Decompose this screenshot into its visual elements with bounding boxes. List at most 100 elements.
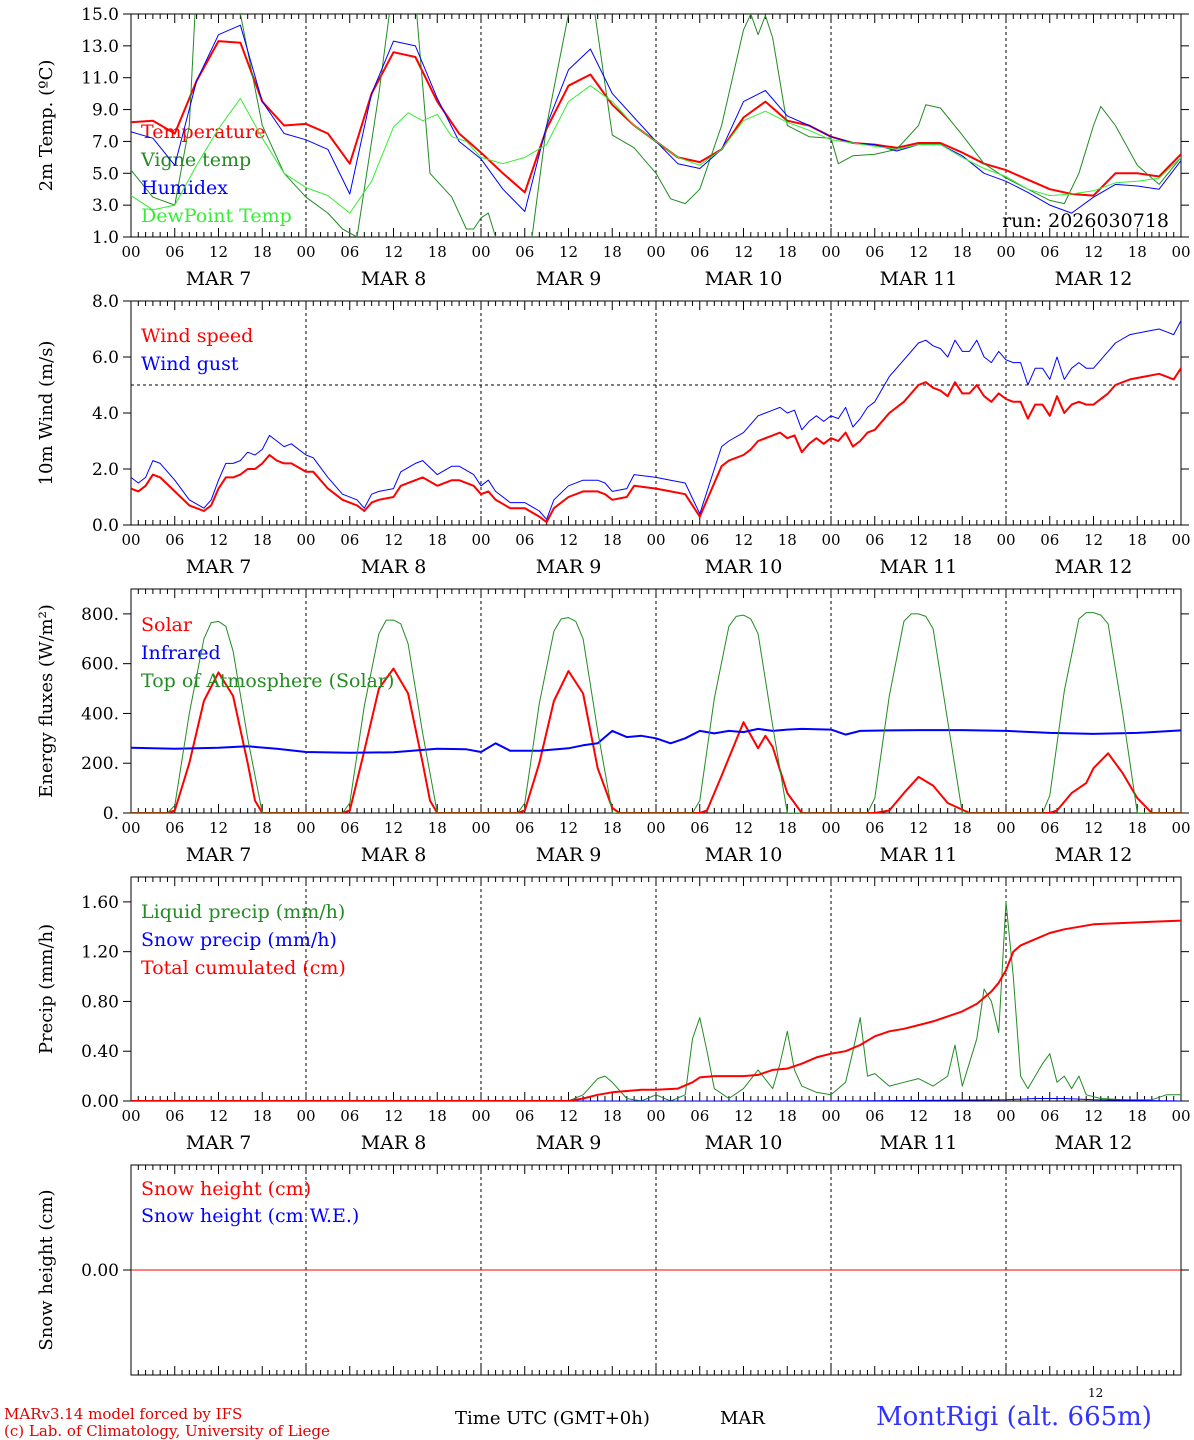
x-tick-label: 18 <box>1128 819 1147 837</box>
x-tick-label: 00 <box>821 531 840 549</box>
x-tick-label: 12 <box>559 531 578 549</box>
series-line <box>131 727 1181 754</box>
x-tick-label: 06 <box>865 531 884 549</box>
day-label: MAR 7 <box>186 556 252 578</box>
x-tick-label: 00 <box>1171 1107 1190 1125</box>
day-label: MAR 10 <box>705 556 783 578</box>
day-label: MAR 7 <box>186 844 252 866</box>
legend-entry: Snow height (cm) <box>141 1178 311 1200</box>
y-tick-label: 11.0 <box>81 69 119 89</box>
x-tick-label: 00 <box>296 243 315 261</box>
day-label: MAR 10 <box>705 268 783 290</box>
day-label: MAR 12 <box>1055 844 1133 866</box>
x-tick-label: 18 <box>953 531 972 549</box>
x-tick-label: 18 <box>253 819 272 837</box>
x-tick-label: 18 <box>428 531 447 549</box>
x-tick-label: 12 <box>384 243 403 261</box>
x-tick-label: 00 <box>996 1107 1015 1125</box>
y-axis-label: Precip (mm/h) <box>36 924 57 1054</box>
x-tick-label: 06 <box>515 1107 534 1125</box>
day-label: MAR 11 <box>880 268 958 290</box>
x-tick-label: 00 <box>296 1107 315 1125</box>
x-tick-label: 12 <box>209 243 228 261</box>
day-label: MAR 10 <box>705 1132 783 1154</box>
y-tick-label: 4.0 <box>92 404 119 424</box>
day-label: MAR 8 <box>361 268 427 290</box>
x-tick-label: 06 <box>865 243 884 261</box>
x-tick-label: 12 <box>209 819 228 837</box>
x-tick-label: 18 <box>428 1107 447 1125</box>
x-tick-label: 12 <box>1084 819 1103 837</box>
legend-entry: DewPoint Temp <box>141 205 292 227</box>
x-tick-label: 12 <box>909 1107 928 1125</box>
x-tick-label: 00 <box>1171 531 1190 549</box>
y-tick-label: 200. <box>81 754 119 774</box>
x-tick-label: 12 <box>384 531 403 549</box>
day-label: MAR 11 <box>880 844 958 866</box>
day-label: MAR 9 <box>536 556 602 578</box>
x-tick-label: 00 <box>1171 243 1190 261</box>
x-tick-label: 00 <box>121 243 140 261</box>
x-tick-label: 06 <box>1040 819 1059 837</box>
panel-4: 00 06 12 18 00 06 12 18 00 06 12 18 00 06 12 18 00 06 12 18… <box>36 876 1191 1154</box>
x-tick-label: 00 <box>296 819 315 837</box>
day-label: MAR 7 <box>186 268 252 290</box>
x-tick-label: 06 <box>340 531 359 549</box>
plot-frame <box>130 300 1182 526</box>
x-tick-label: 00 <box>821 243 840 261</box>
x-tick-label: 06 <box>340 243 359 261</box>
series-line <box>131 320 1181 520</box>
x-tick-label: 06 <box>865 1107 884 1125</box>
x-tick-label: 00 <box>1171 819 1190 837</box>
x-tick-label: 00 <box>646 1107 665 1125</box>
x-tick-label: 06 <box>1040 531 1059 549</box>
x-tick-label: 00 <box>821 1107 840 1125</box>
day-label: MAR 9 <box>536 844 602 866</box>
day-label: MAR 11 <box>880 1132 958 1154</box>
x-tick-label: 00 <box>821 819 840 837</box>
x-tick-label: 00 <box>646 243 665 261</box>
panel-5: 0.00 Snow height (cm) Snow height (cm) Snow… <box>36 1164 1189 1376</box>
day-label: MAR 12 <box>1055 1132 1133 1154</box>
x-tick-label: 00 <box>646 531 665 549</box>
y-axis-label: 10m Wind (m/s) <box>36 341 57 486</box>
legend-entry: Vigne temp <box>140 149 251 171</box>
x-tick-label: 18 <box>428 819 447 837</box>
x-tick-label: 18 <box>253 1107 272 1125</box>
x-tick-label: 18 <box>253 243 272 261</box>
x-tick-label: 18 <box>1128 531 1147 549</box>
x-tick-label: 00 <box>996 531 1015 549</box>
x-tick-label: 06 <box>340 1107 359 1125</box>
day-label: MAR 8 <box>361 844 427 866</box>
y-tick-label: 8.0 <box>92 292 119 312</box>
y-tick-label: 9.0 <box>92 101 119 121</box>
x-tick-label: 12 <box>909 531 928 549</box>
y-tick-label: 2.0 <box>92 460 119 480</box>
x-tick-label: 06 <box>865 819 884 837</box>
y-tick-label: 15.0 <box>81 5 119 25</box>
day-label: MAR 12 <box>1055 268 1133 290</box>
legend-entry: Wind gust <box>141 353 239 375</box>
day-label: MAR 7 <box>186 1132 252 1154</box>
y-tick-label: 1.20 <box>81 943 119 963</box>
x-tick-label: 06 <box>515 531 534 549</box>
x-tick-label: 18 <box>778 531 797 549</box>
series-line <box>131 667 1181 813</box>
x-tick-label: 06 <box>690 531 709 549</box>
day-label: MAR 9 <box>536 1132 602 1154</box>
series-line <box>131 901 1181 1101</box>
month-label: MAR <box>720 1408 765 1429</box>
x-tick-label: 06 <box>515 243 534 261</box>
x-tick-label: 18 <box>953 243 972 261</box>
y-tick-label: 7.0 <box>92 132 119 152</box>
x-tick-label: 06 <box>1040 243 1059 261</box>
day-label: MAR 8 <box>361 556 427 578</box>
y-tick-label: 0.0 <box>92 516 119 536</box>
x-tick-label: 12 <box>909 819 928 837</box>
legend-entry: Infrared <box>141 642 221 664</box>
x-tick-label: 18 <box>603 243 622 261</box>
x-tick-label: 18 <box>778 1107 797 1125</box>
y-tick-label: 800. <box>81 605 119 625</box>
x-tick-label: 12 <box>1084 243 1103 261</box>
panel-3: 00 06 12 18 00 06 12 18 00 06 12 18 00 06 12 18 00 06 12 18… <box>36 588 1191 866</box>
